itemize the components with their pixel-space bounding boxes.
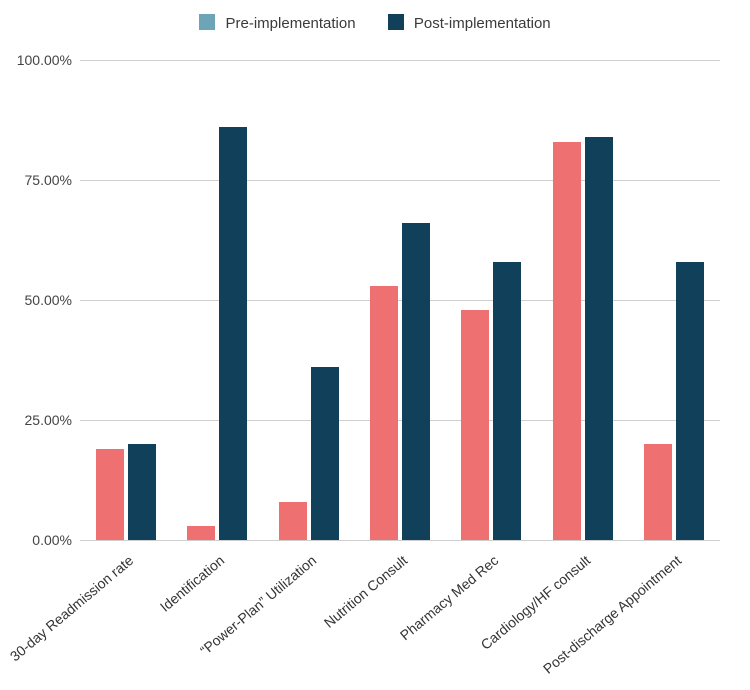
y-tick-label: 75.00% <box>10 172 72 188</box>
bar <box>128 444 156 540</box>
y-tick-label: 50.00% <box>10 292 72 308</box>
gridline <box>80 300 720 301</box>
legend-swatch-pre <box>199 14 215 30</box>
bar <box>370 286 398 540</box>
y-tick-label: 25.00% <box>10 412 72 428</box>
gridline <box>80 180 720 181</box>
y-tick-label: 0.00% <box>10 532 72 548</box>
bar <box>219 127 247 540</box>
bar-chart: Pre-implementation Post-implementation 0… <box>0 0 750 690</box>
bar <box>644 444 672 540</box>
gridline <box>80 420 720 421</box>
plot-area: 0.00%25.00%50.00%75.00%100.00%30-day Rea… <box>80 60 720 540</box>
bar <box>553 142 581 540</box>
x-tick-label: 30-day Readmission rate <box>6 552 136 664</box>
gridline <box>80 60 720 61</box>
legend-item-pre: Pre-implementation <box>199 14 355 32</box>
bar <box>676 262 704 540</box>
bar <box>187 526 215 540</box>
bar <box>493 262 521 540</box>
legend-label-pre: Pre-implementation <box>226 15 356 32</box>
x-tick-label: Pharmacy Med Rec <box>397 552 501 643</box>
bar <box>279 502 307 540</box>
legend-item-post: Post-implementation <box>388 14 551 32</box>
gridline <box>80 540 720 541</box>
legend-label-post: Post-implementation <box>414 15 551 32</box>
x-tick-label: Nutrition Consult <box>321 552 411 631</box>
bar <box>311 367 339 540</box>
bar <box>96 449 124 540</box>
bar <box>461 310 489 540</box>
x-tick-label: Identification <box>157 552 228 615</box>
legend-swatch-post <box>388 14 404 30</box>
bar <box>402 223 430 540</box>
bar <box>585 137 613 540</box>
y-tick-label: 100.00% <box>10 52 72 68</box>
legend: Pre-implementation Post-implementation <box>0 14 750 32</box>
